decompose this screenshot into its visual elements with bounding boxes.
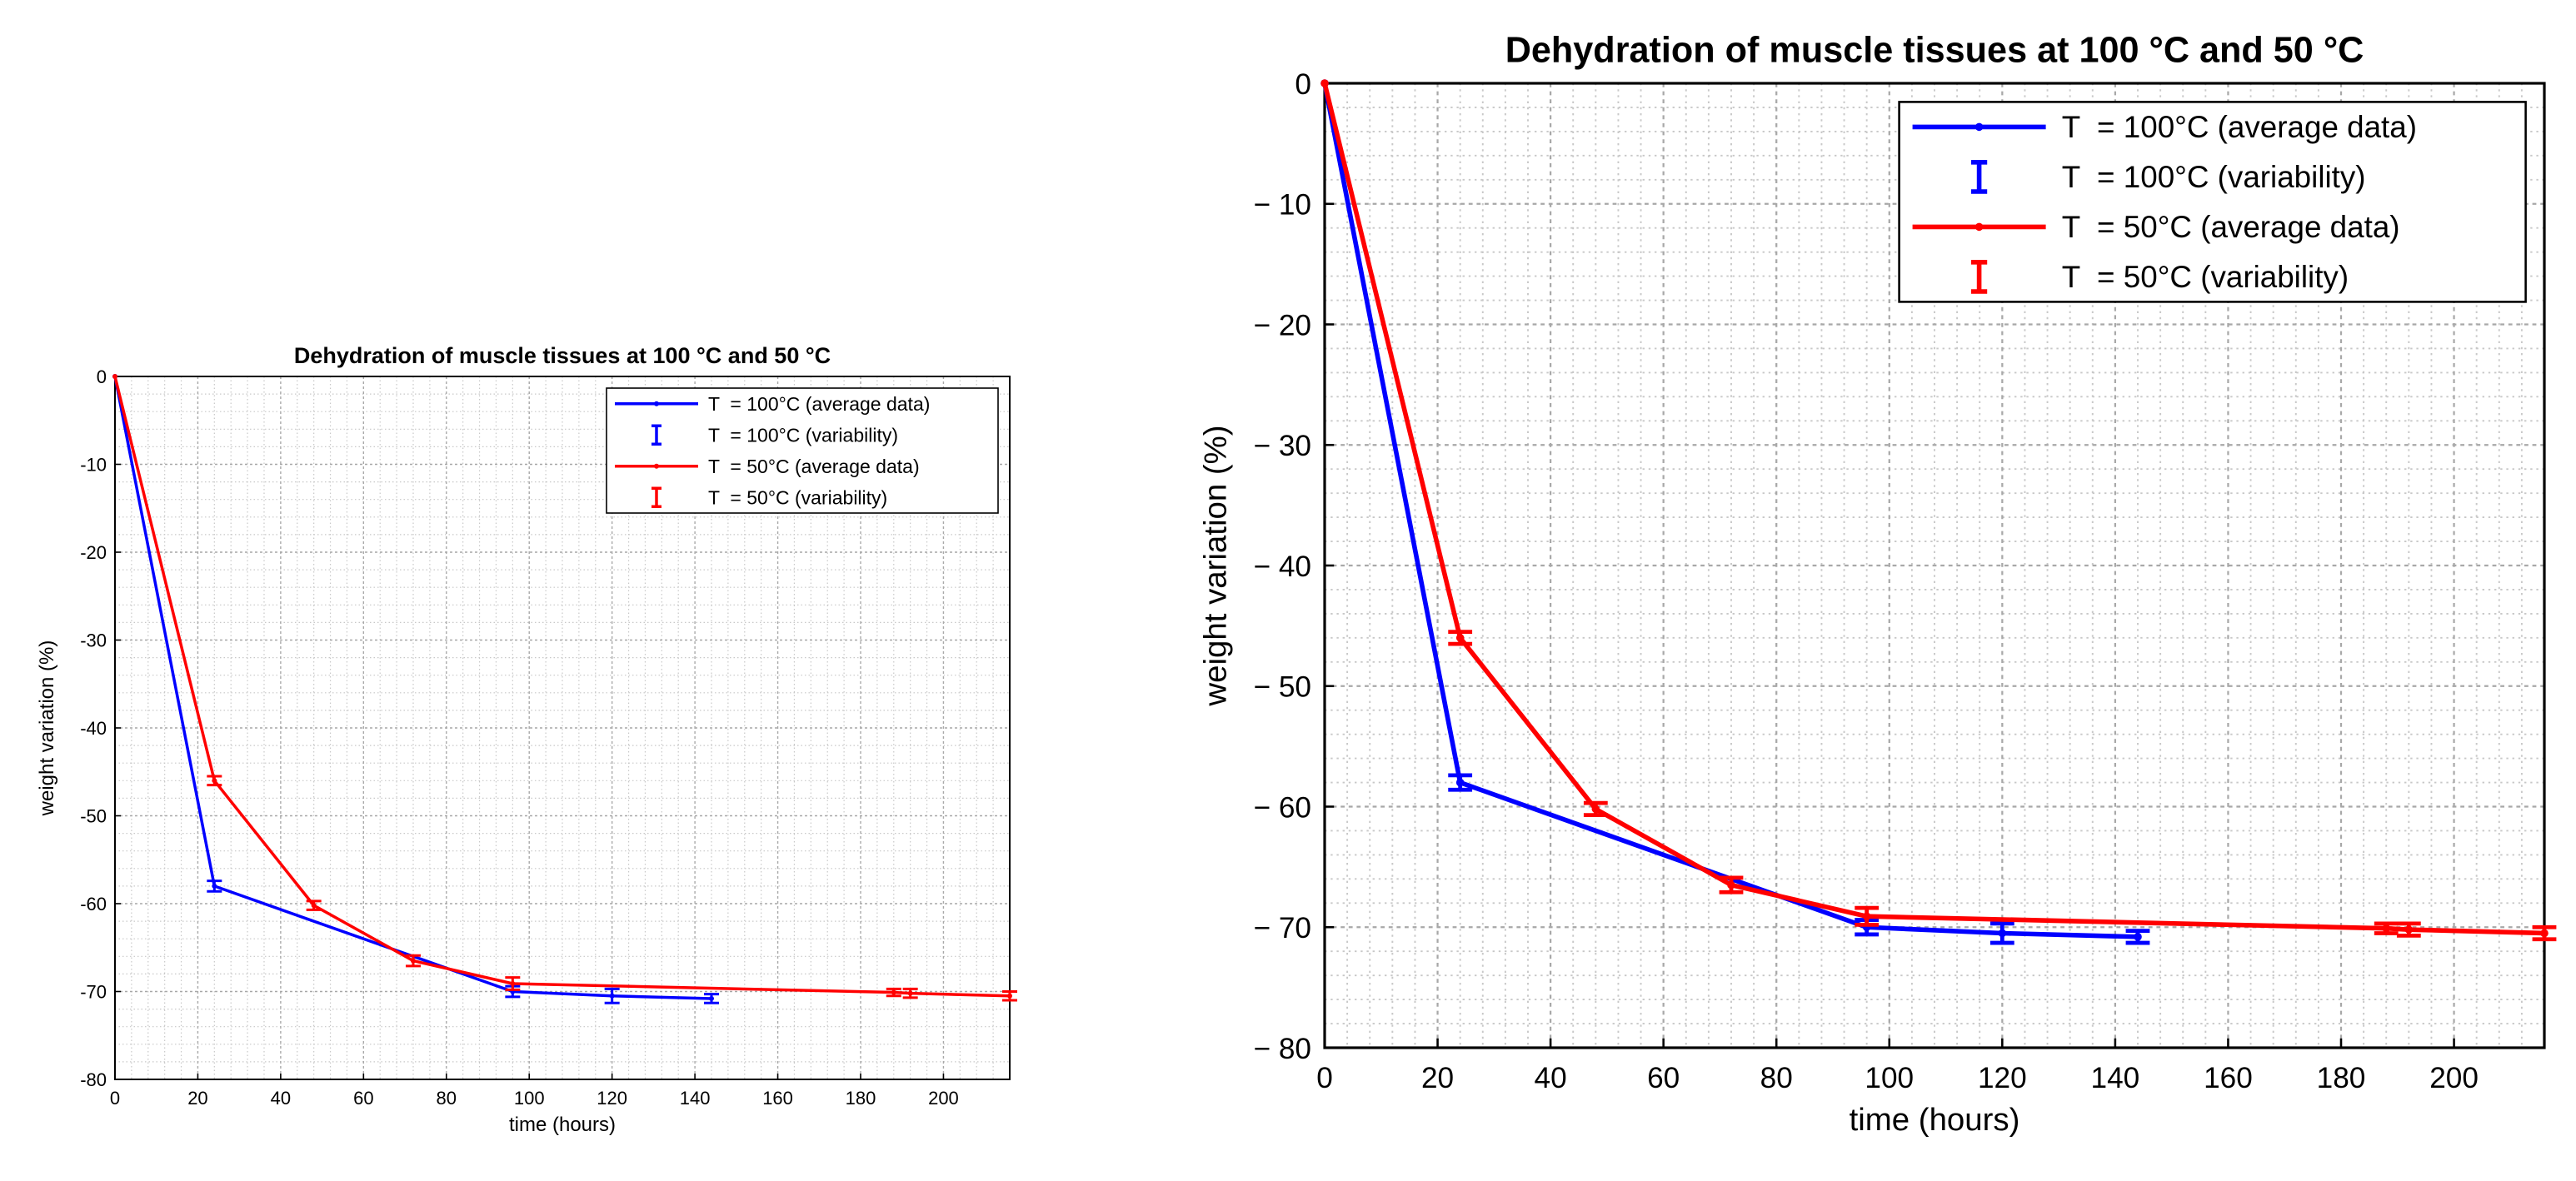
x-axis-label: time (hours): [1850, 1102, 2020, 1138]
error-bar: [704, 993, 719, 1004]
error-bar: [886, 987, 901, 998]
error-bar: [604, 987, 620, 1004]
error-bar: [406, 954, 421, 968]
y-tick-label: -80: [80, 1069, 107, 1090]
legend-errorbar-swatch: [651, 424, 661, 446]
error-bar: [2374, 921, 2399, 935]
x-tick-label: 80: [437, 1088, 457, 1109]
error-bar: [1448, 773, 1473, 792]
error-bar: [505, 976, 521, 991]
chart-2: 0 20 40 60 80 100 120 140 160 180 200 0 − 10 − 20 − 30…: [1198, 30, 2557, 1138]
legend-box: [1898, 101, 2527, 303]
x-tick-label: 120: [597, 1088, 627, 1109]
y-tick-label: − 80: [1254, 1033, 1311, 1065]
series-2: [112, 374, 1017, 1002]
chart-title: Dehydration of muscle tissues at 100 °C …: [294, 343, 831, 368]
y-tick-label: − 70: [1254, 912, 1311, 944]
x-tick-label: 140: [2091, 1062, 2140, 1094]
x-axis-label: time (hours): [509, 1114, 616, 1136]
x-tick-label: 80: [1760, 1062, 1793, 1094]
y-tick-label: -10: [80, 455, 107, 476]
legend-marker: [654, 463, 659, 469]
y-tick-label: -50: [80, 806, 107, 827]
series-line: [113, 376, 1011, 998]
minor-grid: [1325, 83, 2544, 1048]
legend-label: T = 100°C (average data): [2062, 110, 2417, 144]
data-point: [1320, 79, 1329, 87]
x-tick-label: 40: [271, 1088, 291, 1109]
y-tick-label: -40: [80, 718, 107, 739]
y-tick-label: 0: [97, 366, 107, 387]
error-bar: [1719, 875, 1744, 894]
series-1: [1320, 79, 2150, 945]
x-tick-label: 140: [680, 1088, 711, 1109]
y-tick-label: -20: [80, 542, 107, 563]
x-tick-label: 100: [1865, 1062, 1914, 1094]
legend-marker: [654, 401, 659, 406]
legend-label: T = 50°C (variability): [2062, 260, 2349, 294]
y-tick-label: − 20: [1254, 309, 1311, 341]
error-bar: [2532, 924, 2557, 942]
x-tick-label: 0: [110, 1088, 120, 1109]
x-tick-label: 180: [2317, 1062, 2366, 1094]
x-tick-label: 60: [1647, 1062, 1680, 1094]
x-tick-label: 20: [187, 1088, 207, 1109]
error-bar: [902, 987, 918, 999]
y-tick-label: − 60: [1254, 791, 1311, 824]
legend-label: T = 100°C (variability): [708, 424, 898, 446]
error-bar: [1855, 905, 1880, 927]
x-tick-label: 200: [928, 1088, 959, 1109]
x-tick-label: 0: [1316, 1062, 1333, 1094]
error-bar: [1002, 990, 1017, 1002]
legend-errorbar-swatch: [1971, 160, 1988, 194]
x-tick-label: 120: [1978, 1062, 2027, 1094]
y-tick-label: − 40: [1254, 551, 1311, 583]
x-tick-label: 160: [2204, 1062, 2253, 1094]
legend: T = 100°C (average data) T = 100°C (varia…: [606, 387, 999, 514]
chart-title: Dehydration of muscle tissues at 100 °C …: [1505, 30, 2364, 70]
x-tick-label: 100: [514, 1088, 545, 1109]
legend-label: T = 50°C (variability): [708, 486, 887, 508]
error-bar: [207, 880, 222, 893]
error-bar: [1583, 800, 1608, 818]
x-tick-label: 40: [1535, 1062, 1567, 1094]
y-tick-label: − 10: [1254, 189, 1311, 222]
legend-box: [606, 387, 999, 514]
y-tick-label: 0: [1295, 68, 1311, 101]
data-point: [112, 374, 117, 379]
legend-marker: [1974, 122, 1984, 132]
legend-errorbar-swatch: [651, 486, 661, 508]
error-bar: [207, 775, 222, 787]
series-2: [1320, 79, 2557, 942]
error-bar: [1989, 921, 2014, 945]
x-tick-label: 160: [762, 1088, 793, 1109]
error-bar: [2396, 921, 2421, 938]
y-tick-label: − 50: [1254, 671, 1311, 704]
y-tick-label: − 30: [1254, 430, 1311, 462]
x-tick-label: 20: [1421, 1062, 1454, 1094]
chart-1: 0 20 40 60 80 100 120 140 160 180 200 0 -10 -20 -30 -40…: [36, 343, 1017, 1136]
legend-marker: [1974, 222, 1984, 232]
y-tick-label: -60: [80, 894, 107, 914]
legend-label: T = 50°C (average data): [708, 456, 920, 477]
legend-label: T = 100°C (variability): [2062, 160, 2366, 194]
y-axis-label: weight variation (%): [1198, 425, 1234, 706]
y-tick-label: -70: [80, 982, 107, 1003]
error-bar: [306, 899, 322, 911]
legend-label: T = 100°C (average data): [708, 393, 930, 415]
x-tick-label: 180: [846, 1088, 876, 1109]
legend-label: T = 50°C (average data): [2062, 210, 2400, 244]
y-axis-label: weight variation (%): [36, 640, 58, 817]
legend-errorbar-swatch: [1971, 259, 1988, 294]
error-bar: [2125, 929, 2150, 945]
legend: T = 100°C (average data) T = 100°C (varia…: [1898, 101, 2527, 303]
x-tick-label: 60: [353, 1088, 373, 1109]
error-bar: [1448, 630, 1473, 646]
y-tick-label: -30: [80, 630, 107, 651]
x-tick-label: 200: [2429, 1062, 2479, 1094]
